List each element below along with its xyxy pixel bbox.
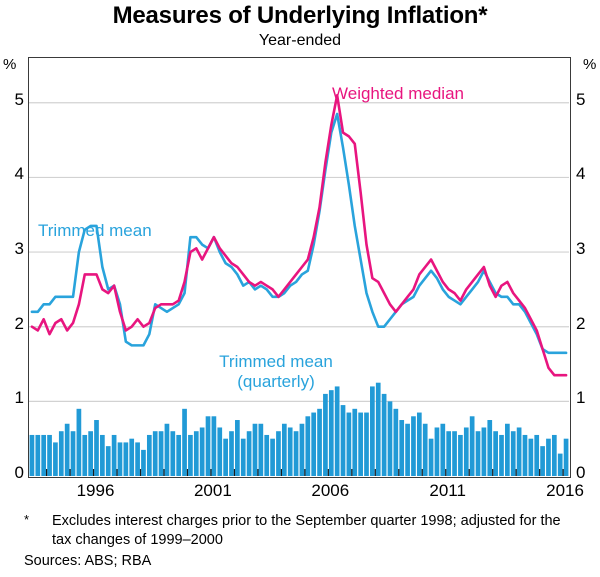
footnote-text: Excludes interest charges prior to the S… bbox=[52, 513, 561, 548]
y-tick-right-4: 4 bbox=[576, 164, 586, 184]
footnote-marker: * bbox=[24, 512, 30, 527]
x-tick-2001: 2001 bbox=[193, 481, 232, 500]
label-trimmed-mean-quarterly-line2: (quarterly) bbox=[237, 372, 315, 391]
x-tick-1996: 1996 bbox=[76, 481, 115, 500]
y-tick-left-3: 3 bbox=[14, 239, 24, 259]
x-tick-2006: 2006 bbox=[311, 481, 350, 500]
y-tick-left-4: 4 bbox=[14, 164, 24, 184]
y-tick-right-0: 0 bbox=[576, 463, 586, 482]
label-trimmed-mean-quarterly-line1: Trimmed mean bbox=[219, 352, 333, 371]
y-tick-right-1: 1 bbox=[576, 388, 586, 408]
y-tick-left-0: 0 bbox=[14, 463, 24, 482]
label-weighted-median: Weighted median bbox=[332, 84, 464, 103]
y-axis-unit-left: % bbox=[3, 56, 17, 73]
plot-svg bbox=[29, 94, 569, 476]
label-trimmed-mean: Trimmed mean bbox=[38, 221, 152, 240]
x-tick-2016: 2016 bbox=[546, 481, 584, 500]
y-axis-unit-right: % bbox=[583, 56, 597, 73]
label-trimmed-mean-quarterly: Trimmed mean (quarterly) bbox=[196, 352, 356, 392]
y-tick-right-3: 3 bbox=[576, 239, 586, 259]
y-tick-right-5: 5 bbox=[576, 89, 586, 109]
y-tick-right-2: 2 bbox=[576, 313, 586, 333]
x-tick-2011: 2011 bbox=[429, 481, 466, 500]
plot-area bbox=[28, 57, 571, 478]
y-tick-left-2: 2 bbox=[14, 313, 24, 333]
y-tick-left-5: 5 bbox=[14, 89, 24, 109]
y-tick-left-1: 1 bbox=[14, 388, 24, 408]
sources-text: Sources: ABS; RBA bbox=[24, 553, 152, 569]
chart-title: Measures of Underlying Inflation* bbox=[112, 2, 488, 29]
chart-subtitle: Year-ended bbox=[258, 32, 342, 49]
